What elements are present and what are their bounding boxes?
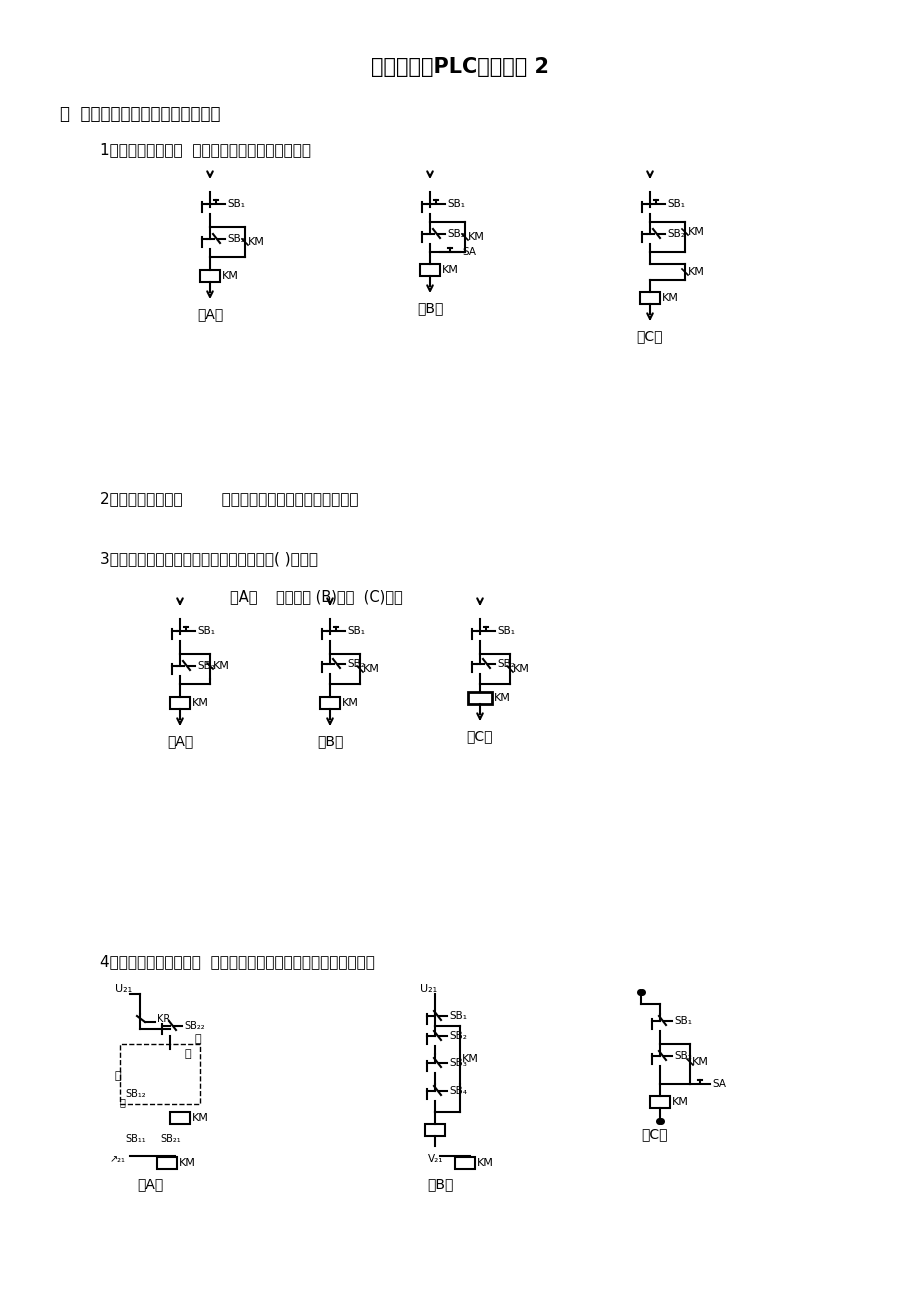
Text: KM: KM	[461, 1055, 479, 1064]
Text: U₂₁: U₂₁	[115, 984, 132, 993]
Text: KM: KM	[248, 237, 265, 247]
Text: （A）: （A）	[166, 734, 193, 749]
Bar	[455, 1157, 474, 1169]
Text: SA: SA	[711, 1079, 725, 1088]
Text: 3．图示控制电路按正常操作后电路会出现( )现象。: 3．图示控制电路按正常操作后电路会出现( )现象。	[100, 552, 318, 566]
Text: KM: KM	[494, 693, 510, 703]
Text: KM: KM	[192, 1113, 209, 1124]
Bar	[199, 270, 220, 283]
Text: SA: SA	[461, 247, 475, 256]
Text: KM: KM	[671, 1098, 688, 1107]
Text: KM: KM	[513, 664, 529, 674]
Bar	[320, 697, 340, 710]
Text: 一  选择题（每题２分，共１０分）: 一 选择题（每题２分，共１０分）	[60, 105, 221, 122]
Text: （B）: （B）	[316, 734, 343, 749]
Text: （B）: （B）	[416, 301, 443, 315]
Text: SB₂: SB₂	[447, 229, 464, 240]
Text: KM: KM	[179, 1157, 196, 1168]
Text: （C）: （C）	[641, 1128, 667, 1141]
Text: KM: KM	[342, 698, 358, 708]
Text: （C）: （C）	[466, 729, 493, 743]
Text: SB₁₁: SB₁₁	[125, 1134, 145, 1144]
Text: KM: KM	[192, 698, 209, 708]
Bar	[468, 691, 492, 704]
Text: SB₄: SB₄	[448, 1086, 467, 1096]
Text: SB₁: SB₁	[666, 199, 685, 210]
Text: SB₁: SB₁	[496, 626, 515, 635]
Text: SB₂: SB₂	[197, 661, 215, 671]
Text: SB₂: SB₂	[346, 659, 365, 669]
Text: KM: KM	[441, 266, 459, 275]
Bar	[170, 1112, 190, 1124]
Text: 1．图示电路中，（  ）图能实现点动和长动工作。: 1．图示电路中，（ ）图能实现点动和长动工作。	[100, 142, 311, 158]
Bar	[170, 697, 190, 710]
Text: SB₂: SB₂	[448, 1031, 466, 1042]
Text: KM: KM	[687, 227, 704, 237]
Text: KM: KM	[468, 232, 484, 242]
Bar	[119, 1044, 199, 1104]
Text: KM: KM	[476, 1157, 494, 1168]
Text: KM: KM	[662, 293, 678, 303]
Text: ↗₂₁: ↗₂₁	[110, 1154, 126, 1164]
Text: SB₁: SB₁	[447, 199, 464, 210]
Text: （B）: （B）	[426, 1177, 453, 1191]
Bar	[157, 1157, 176, 1169]
Bar	[640, 292, 659, 303]
Text: 乙: 乙	[195, 1034, 201, 1044]
Text: KR: KR	[157, 1014, 170, 1023]
Text: SB₁: SB₁	[448, 1010, 467, 1021]
Text: KM: KM	[691, 1057, 709, 1068]
Text: U₂₁: U₂₁	[420, 984, 437, 993]
Bar	[420, 264, 439, 276]
Text: SB₂: SB₂	[666, 229, 684, 240]
Text: KM: KM	[687, 267, 704, 277]
Text: KM: KM	[213, 661, 230, 671]
Text: 4．图示控制电路中，（  ）图是在两地同时发出控制信号的电路。: 4．图示控制电路中，（ ）图是在两地同时发出控制信号的电路。	[100, 954, 374, 970]
Text: SB₃: SB₃	[448, 1059, 466, 1068]
Text: SB₁: SB₁	[227, 199, 244, 210]
Text: SB₂₂: SB₂₂	[184, 1021, 204, 1031]
Text: SB₂: SB₂	[227, 234, 244, 243]
Bar	[425, 1124, 445, 1137]
Text: 2．图示电路中，（        ）图按正常操作时出现点动工作。: 2．图示电路中，（ ）图按正常操作时出现点动工作。	[100, 491, 358, 506]
Text: SB₁₂: SB₁₂	[125, 1088, 145, 1099]
Text: （A）: （A）	[197, 307, 223, 322]
Text: 地: 地	[119, 1098, 126, 1107]
Text: （A）    不能停机 (B)长动  (C)短路: （A） 不能停机 (B)长动 (C)短路	[230, 590, 403, 604]
Text: SB₂: SB₂	[496, 659, 515, 669]
Text: 电气控制与PLC考试试题 2: 电气控制与PLC考试试题 2	[370, 57, 549, 77]
Text: V₂₁: V₂₁	[427, 1154, 443, 1164]
Text: SB₁: SB₁	[346, 626, 365, 635]
Text: SB₁: SB₁	[197, 626, 215, 635]
Text: KM: KM	[221, 271, 239, 281]
Text: SB₁: SB₁	[674, 1016, 691, 1026]
Text: SB₂: SB₂	[674, 1051, 691, 1061]
Text: SB₂₁: SB₂₁	[160, 1134, 180, 1144]
Text: 甲: 甲	[115, 1072, 121, 1081]
Bar	[650, 1096, 669, 1108]
Text: 地: 地	[185, 1049, 191, 1059]
Text: （A）: （A）	[137, 1177, 163, 1191]
Text: （C）: （C）	[636, 329, 663, 342]
Text: KM: KM	[363, 664, 380, 674]
